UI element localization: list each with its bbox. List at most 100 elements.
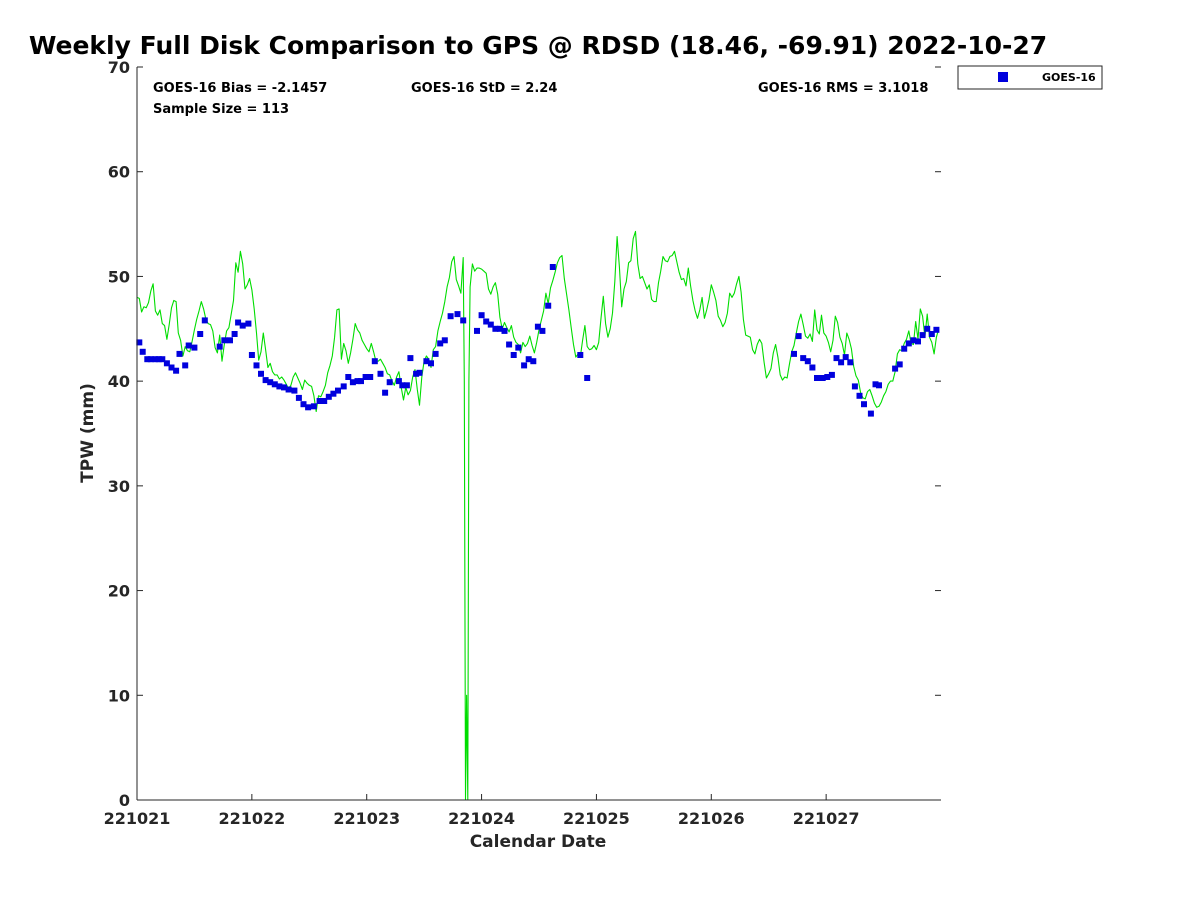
goes16-data-point: [267, 379, 274, 386]
goes16-data-point: [506, 341, 513, 348]
goes16-data-point: [285, 386, 292, 393]
x-tick-label: 221025: [563, 809, 630, 828]
goes16-data-point: [253, 362, 260, 369]
goes16-data-point: [828, 371, 835, 378]
plot-area: [137, 67, 941, 800]
goes16-data-point: [838, 359, 845, 366]
goes16-data-point: [321, 398, 328, 404]
goes16-data-point: [386, 379, 393, 386]
x-axis-label: Calendar Date: [470, 832, 607, 852]
goes16-data-point: [262, 377, 269, 384]
goes16-data-point: [155, 356, 162, 363]
goes16-data-point: [216, 343, 223, 350]
goes16-data-point: [549, 264, 556, 270]
goes16-data-point: [300, 401, 307, 408]
x-tick-label: 221026: [678, 809, 745, 828]
goes16-data-point: [367, 374, 374, 380]
goes16-data-point: [147, 356, 154, 363]
y-tick-label: 20: [108, 582, 130, 601]
legend-box: [957, 65, 1103, 90]
x-tick-label: 221022: [218, 809, 285, 828]
goes16-data-point: [432, 350, 439, 357]
goes16-data-point: [474, 327, 480, 334]
goes16-data-point: [231, 331, 238, 337]
goes16-data-point: [492, 325, 499, 332]
goes16-data-point: [191, 344, 198, 351]
y-tick-label: 40: [108, 372, 130, 391]
x-tick-label: 221023: [333, 809, 400, 828]
goes16-data-point: [847, 359, 854, 366]
goes16-data-point: [295, 394, 302, 401]
goes16-data-point: [521, 362, 528, 369]
goes16-data-point: [577, 352, 584, 358]
goes16-data-point: [501, 327, 508, 334]
goes16-data-point: [281, 384, 287, 391]
goes16-data-point: [197, 331, 204, 337]
goes16-data-point: [403, 382, 410, 389]
y-axis-ticks: 0 10 20 30 40 50 60 70: [108, 58, 941, 810]
goes16-data-point: [478, 312, 485, 319]
goes16-data-point: [335, 387, 341, 394]
gps-line-layer: [136, 230, 940, 801]
goes16-data-point: [454, 311, 461, 318]
goes16-data-point: [305, 404, 312, 411]
goes16-data-point: [354, 378, 361, 385]
legend-label-goes16: GOES-16: [1042, 71, 1096, 84]
goes16-data-point: [358, 378, 364, 385]
goes-point-layer: [136, 264, 940, 417]
goes16-data-point: [851, 383, 858, 390]
goes16-data-point: [905, 340, 912, 347]
goes16-data-point: [872, 381, 879, 388]
goes16-data-point: [248, 352, 255, 358]
goes16-data-point: [539, 327, 546, 334]
goes16-data-point: [515, 344, 522, 351]
goes16-data-point: [901, 345, 908, 352]
goes16-data-point: [496, 325, 503, 332]
goes16-data-point: [325, 393, 332, 400]
goes16-data-point: [892, 365, 899, 372]
goes16-data-point: [833, 355, 840, 362]
goes16-data-point: [460, 317, 467, 324]
x-tick-label: 221021: [104, 809, 171, 828]
goes16-data-point: [867, 410, 874, 417]
goes16-data-point: [487, 321, 494, 328]
goes16-data-point: [824, 374, 831, 380]
goes16-data-point: [800, 355, 807, 362]
goes16-data-point: [168, 364, 175, 371]
goes16-data-point: [534, 323, 541, 330]
goes16-data-point: [173, 367, 180, 374]
goes16-data-point: [814, 375, 820, 381]
goes16-data-point: [235, 319, 242, 326]
goes16-data-point: [276, 383, 283, 390]
goes16-data-point: [483, 318, 490, 325]
y-tick-label: 10: [108, 686, 130, 705]
goes16-data-point: [310, 403, 317, 410]
goes16-data-point: [399, 382, 406, 389]
goes16-data-point: [271, 381, 278, 388]
goes16-data-point: [159, 356, 166, 363]
goes16-data-point: [915, 338, 921, 345]
rms-stat: GOES-16 RMS = 3.1018: [758, 81, 928, 96]
goes16-data-point: [227, 337, 233, 344]
y-tick-label: 30: [108, 477, 130, 496]
goes16-data-point: [530, 358, 537, 365]
goes16-data-point: [340, 383, 347, 390]
goes16-data-point: [861, 401, 867, 408]
goes16-data-point: [876, 382, 882, 389]
y-tick-label: 0: [119, 791, 130, 810]
goes16-data-point: [804, 358, 811, 365]
goes16-data-point: [221, 337, 228, 344]
goes16-data-point: [447, 313, 454, 320]
goes16-data-point: [185, 342, 192, 349]
goes16-data-point: [584, 375, 591, 381]
goes16-data-point: [201, 317, 208, 324]
goes16-data-point: [413, 370, 420, 377]
x-axis-ticks: 221021 221022 221023 221024 221025 221026 2210…: [104, 794, 860, 828]
goes16-data-point: [791, 350, 797, 357]
goes16-data-point: [144, 356, 151, 363]
std-stat: GOES-16 StD = 2.24: [411, 81, 557, 96]
legend: GOES-16: [957, 65, 1103, 90]
goes16-data-point: [819, 375, 826, 381]
goes16-data-point: [239, 322, 246, 329]
